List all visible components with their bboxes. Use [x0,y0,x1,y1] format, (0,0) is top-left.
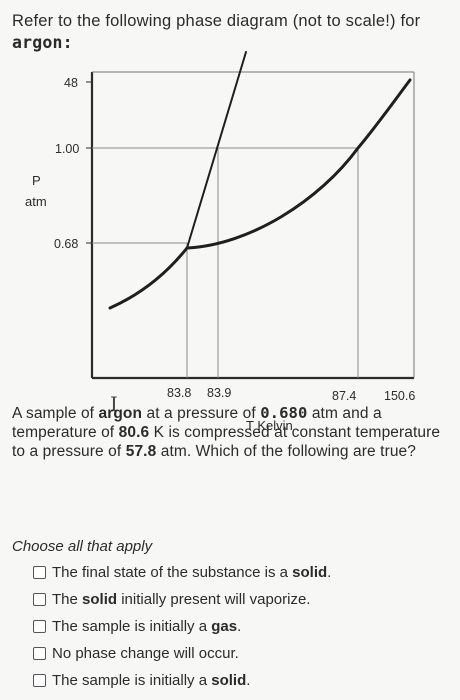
sublimation-curve [108,246,189,310]
option-pre: The final state of the substance is a [52,564,288,581]
y-tick-label-48: 48 [64,76,78,90]
answer-options: The final state of the substance is a so… [33,561,453,696]
y-tick-label-100: 1.00 [55,142,79,156]
option-post: . [246,672,251,689]
text-cursor-icon: I [110,392,118,416]
q-temp: 80.6 [118,424,150,441]
x-tick-label-1506: 150.6 [384,389,415,403]
option-solid-vaporize[interactable]: The solid initially present will vaporiz… [33,588,453,611]
checkbox[interactable] [33,674,46,687]
option-text: The sample is initially a gas. [52,618,241,635]
option-bold: solid [82,591,118,608]
q-part4: K is compressed at constant temperature … [12,424,441,460]
intro-sentence: Refer to the following phase diagram (no… [12,12,421,30]
option-pre: The sample is initially a [52,618,208,635]
option-initially-gas[interactable]: The sample is initially a gas. [33,615,453,638]
checkbox[interactable] [33,620,46,633]
x-tick-label-839: 83.9 [207,386,231,400]
option-pre: No phase change will occur. [52,645,239,662]
x-tick-label-838: 83.8 [167,386,191,400]
intro-substance: argon: [12,33,73,52]
checkbox[interactable] [33,593,46,606]
option-text: The final state of the substance is a so… [52,564,331,581]
y-axis-unit: atm [25,194,47,209]
option-bold: gas [211,618,238,635]
option-post: . [237,618,242,635]
q-part2: at a pressure of [146,405,256,422]
q-pressure2: 57.8 [125,443,157,460]
option-pre: The sample is initially a [52,672,208,689]
option-no-phase-change[interactable]: No phase change will occur. [33,642,453,665]
option-text: The sample is initially a solid. [52,672,250,689]
option-text: The solid initially present will vaporiz… [52,591,310,608]
option-final-solid[interactable]: The final state of the substance is a so… [33,561,453,584]
fusion-curve [186,51,247,249]
q-part1: A sample of [12,405,95,422]
x-tick-label-874: 87.4 [332,389,356,403]
y-tick-label-068: 0.68 [54,237,78,251]
x-axis-label: T Kelvin [246,418,293,433]
choose-label: Choose all that apply [12,538,153,555]
option-text: No phase change will occur. [52,645,239,662]
checkbox[interactable] [33,647,46,660]
option-post: . [327,564,332,581]
intro-text: Refer to the following phase diagram (no… [12,10,452,54]
phase-diagram: 48 1.00 0.68 83.8 83.9 87.4 150.6 P atm … [25,51,415,433]
option-post: initially present will vaporize. [121,591,311,608]
option-pre: The [52,591,78,608]
option-initially-solid[interactable]: The sample is initially a solid. [33,669,453,692]
vaporization-curve [185,78,412,250]
q-part5: atm. Which of the following are true? [160,443,416,460]
option-bold: solid [211,672,247,689]
option-bold: solid [292,564,328,581]
question-text: A sample of argon at a pressure of 0.680… [12,404,452,461]
y-axis-label: P [32,173,41,188]
q-part3: atm and a temperature of [12,405,382,441]
checkbox[interactable] [33,566,46,579]
q-argon: argon [98,405,143,422]
q-pressure1: 0.680 [260,404,308,422]
